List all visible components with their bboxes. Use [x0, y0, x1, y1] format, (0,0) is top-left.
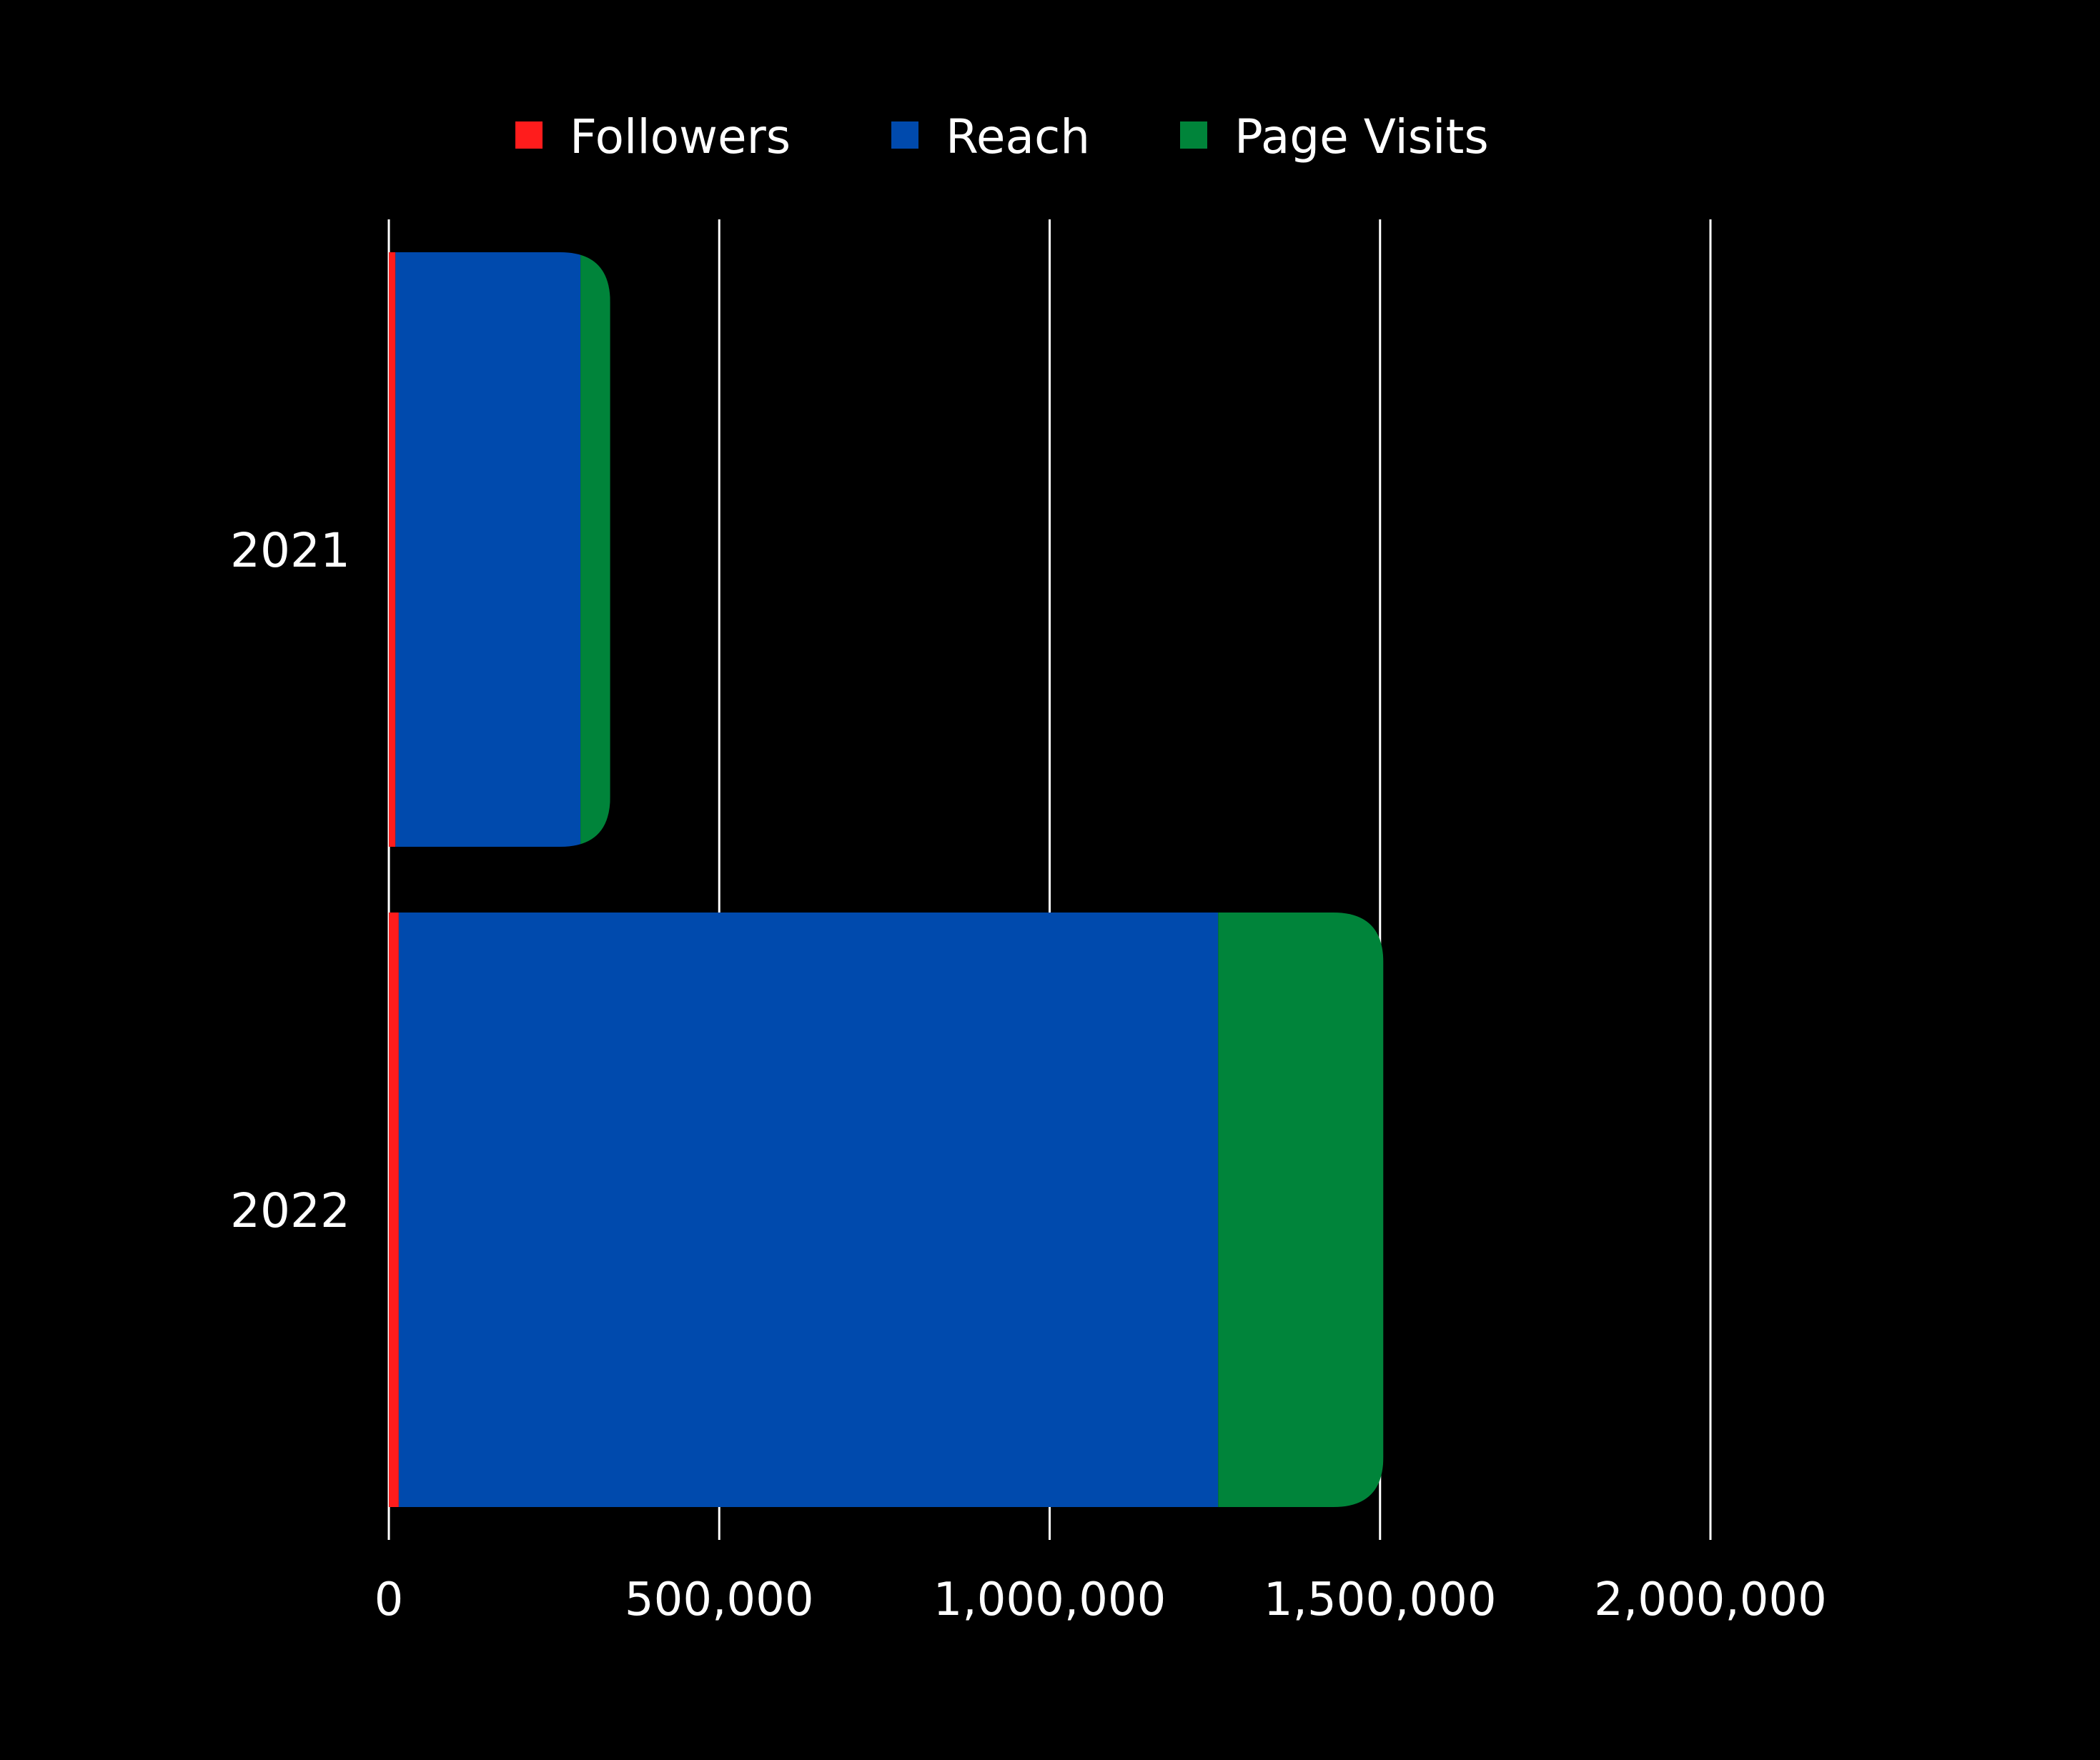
- x-tick-label-4: 2,000,000: [1594, 1573, 1827, 1626]
- x-tick-label-3: 1,500,000: [1264, 1573, 1497, 1626]
- x-axis: 0 500,000 1,000,000 1,500,000 2,000,000: [375, 1573, 1827, 1626]
- x-tick-label-2: 1,000,000: [933, 1573, 1167, 1626]
- legend-label-page-visits: Page Visits: [1234, 109, 1489, 164]
- legend: Followers Reach Page Visits: [515, 109, 1489, 164]
- legend-label-followers: Followers: [570, 109, 791, 164]
- bar-2022-page-visits: [1218, 913, 1384, 1507]
- bar-2021-page-visits: [580, 252, 610, 847]
- bar-2021-followers: [389, 252, 396, 847]
- bars: [389, 252, 1384, 1507]
- y-axis: 2021 2022: [230, 523, 350, 1238]
- legend-swatch-followers: [515, 121, 543, 149]
- bar-group-2021: [389, 252, 610, 847]
- legend-label-reach: Reach: [946, 109, 1090, 164]
- y-category-label-2021: 2021: [230, 523, 350, 578]
- x-tick-label-1: 500,000: [625, 1573, 814, 1626]
- x-tick-label-0: 0: [375, 1573, 404, 1626]
- legend-swatch-page-visits: [1180, 121, 1207, 149]
- bar-2021-reach: [395, 252, 581, 847]
- bar-2022-reach: [398, 913, 1219, 1507]
- legend-swatch-reach: [891, 121, 918, 149]
- bar-2022-followers: [389, 913, 399, 1507]
- bar-group-2022: [389, 913, 1384, 1507]
- y-category-label-2022: 2022: [230, 1183, 350, 1238]
